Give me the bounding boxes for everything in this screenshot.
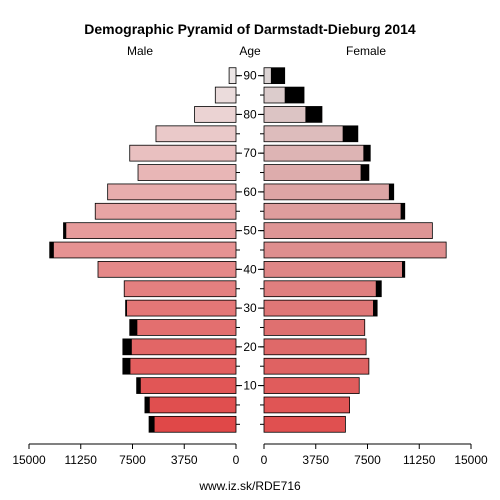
female-excess-40-44 <box>402 261 405 278</box>
age-tick-label: 60 <box>243 185 257 199</box>
chart-title: Demographic Pyramid of Darmstadt-Dieburg… <box>84 21 416 37</box>
male-excess-30-34 <box>125 300 127 317</box>
female-bar-35-39 <box>263 280 382 298</box>
age-tick-label: 30 <box>243 301 257 315</box>
male-bar-80-84 <box>194 106 237 123</box>
female-bar-20-24 <box>263 338 367 356</box>
age-tick-label: 70 <box>243 146 257 160</box>
female-bar-40-44 <box>263 261 406 278</box>
male-bar-25-29 <box>129 319 237 336</box>
female-bar-15-19 <box>263 357 370 375</box>
female-label: Female <box>346 44 386 58</box>
male-excess-15-19 <box>122 358 131 375</box>
female-excess-35-39 <box>375 280 382 297</box>
male-label: Male <box>127 44 153 58</box>
male-bar-15-19 <box>122 357 237 375</box>
male-x-tick-label: 0 <box>233 453 240 467</box>
female-bar-5-9 <box>263 396 350 414</box>
male-excess-50-54 <box>63 222 67 239</box>
male-excess-20-24 <box>122 338 132 355</box>
male-x-tick-label: 7500 <box>119 453 146 467</box>
female-x-tick-label: 3750 <box>302 453 329 467</box>
male-bar-50-54 <box>63 222 237 239</box>
footer-url[interactable]: www.iz.sk/RDE716 <box>198 479 301 493</box>
female-bar-30-34 <box>263 299 378 317</box>
male-bar-10-14 <box>136 377 237 394</box>
female-bar-10-14 <box>263 377 360 394</box>
male-bar-30-34 <box>125 299 237 317</box>
male-bar-45-49 <box>49 241 237 259</box>
male-excess-45-49 <box>49 242 54 258</box>
female-excess-75-79 <box>342 125 358 142</box>
male-bar-60-64 <box>107 183 237 201</box>
male-x-tick-label: 11250 <box>65 453 98 467</box>
female-excess-30-34 <box>373 300 378 317</box>
male-bar-35-39 <box>123 280 237 298</box>
female-bar-45-49 <box>263 241 447 259</box>
female-x-tick-label: 11250 <box>403 453 436 467</box>
male-bar-20-24 <box>122 338 237 356</box>
age-tick-label: 90 <box>243 69 257 83</box>
male-bar-70-74 <box>129 144 237 162</box>
female-excess-60-64 <box>388 183 394 200</box>
female-bar-70-74 <box>263 144 371 162</box>
male-bar-75-79 <box>155 125 237 143</box>
male-bar-0-4 <box>148 415 237 433</box>
male-bar-85-89 <box>214 86 237 104</box>
female-excess-80-84 <box>305 106 322 123</box>
male-bar-65-69 <box>137 164 237 181</box>
female-x-tick-label: 0 <box>261 453 268 467</box>
age-tick-label: 40 <box>243 262 257 276</box>
female-excess-55-59 <box>400 203 405 220</box>
female-excess-70-74 <box>363 145 371 162</box>
male-bar-90+ <box>228 67 237 85</box>
male-x-tick-label: 15000 <box>12 453 46 467</box>
male-excess-10-14 <box>136 377 141 394</box>
female-x-tick-label: 15000 <box>454 453 488 467</box>
male-excess-0-4 <box>149 416 155 433</box>
female-bar-50-54 <box>263 222 433 239</box>
age-tick-label: 10 <box>243 379 257 393</box>
age-tick-label: 50 <box>243 224 257 238</box>
female-x-tick-label: 7500 <box>354 453 381 467</box>
male-excess-25-29 <box>129 319 138 336</box>
age-tick-label: 20 <box>243 340 257 354</box>
female-excess-90+ <box>270 67 285 84</box>
female-bar-60-64 <box>263 183 395 201</box>
axes-group: 10 20 30 40 50 60 70 80 90 15000 11250 7500 3750 0 0 37… <box>12 69 488 467</box>
male-bar-40-44 <box>97 261 237 278</box>
female-bar-55-59 <box>263 202 406 220</box>
female-bar-0-4 <box>263 415 346 433</box>
female-bar-65-69 <box>263 164 370 181</box>
male-excess-5-9 <box>144 397 150 413</box>
male-bar-5-9 <box>144 396 237 414</box>
age-label: Age <box>239 44 261 58</box>
male-bar-55-59 <box>94 202 237 220</box>
female-excess-65-69 <box>360 164 369 181</box>
male-x-tick-label: 3750 <box>171 453 198 467</box>
female-excess-85-89 <box>284 87 305 103</box>
female-bar-25-29 <box>263 319 366 336</box>
bars-group <box>49 67 447 433</box>
age-tick-label: 80 <box>243 107 257 121</box>
